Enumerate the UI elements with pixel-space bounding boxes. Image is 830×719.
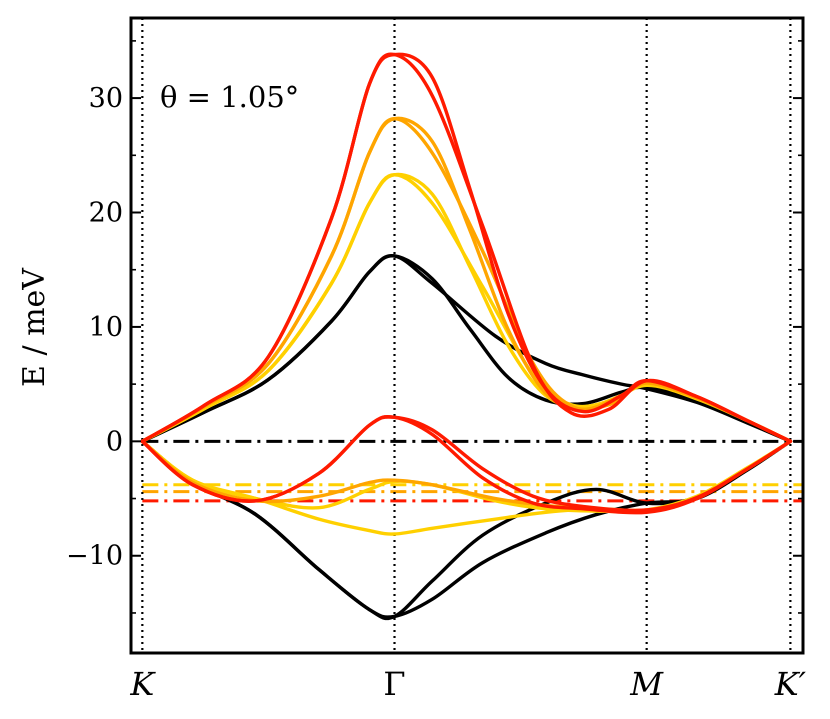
y-axis-title: E / meV xyxy=(17,267,52,387)
y-tick-label-2: 0 xyxy=(106,426,123,457)
band-curve-4 xyxy=(140,439,793,619)
band-curve-10 xyxy=(140,116,793,444)
band-curve-13 xyxy=(140,52,793,444)
band-curve-1 xyxy=(140,253,793,444)
k-point-lines xyxy=(141,18,792,653)
y-tick-label-1: −10 xyxy=(66,541,123,572)
k-point-label-2: Γ xyxy=(383,665,405,703)
band-curves xyxy=(140,52,793,621)
y-tick-label-4: 20 xyxy=(89,198,123,229)
plot-frame xyxy=(129,16,805,655)
k-point-labels: K Γ M K′ xyxy=(129,665,806,703)
y-tick-label-5: 30 xyxy=(89,83,123,114)
band-curve-2 xyxy=(140,254,793,444)
y-tick-label-3: 10 xyxy=(89,312,123,343)
k-point-label-3: M xyxy=(629,665,664,703)
y-tick-labels: −10 0 10 20 30 xyxy=(66,83,123,572)
k-point-label-4: K′ xyxy=(774,665,807,703)
y-ticks xyxy=(131,40,803,614)
band-curve-15 xyxy=(140,415,793,513)
angle-annotation: θ = 1.05° xyxy=(160,80,299,114)
k-point-label-1: K xyxy=(129,665,156,703)
band-curve-3 xyxy=(140,439,793,621)
